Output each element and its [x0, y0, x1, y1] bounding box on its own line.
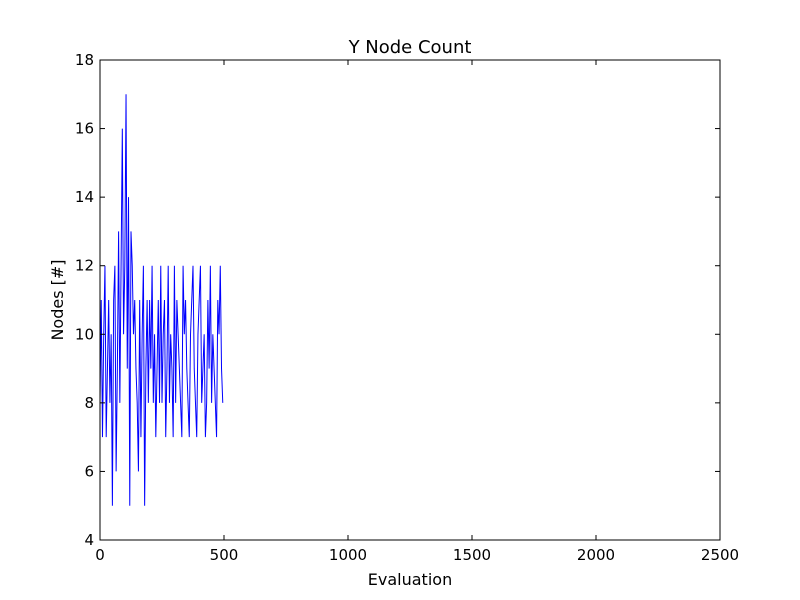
y-tick-label: 18	[75, 51, 94, 69]
y-tick-label: 6	[84, 462, 94, 480]
plot-frame	[99, 59, 721, 541]
chart-title: Y Node Count	[348, 37, 472, 58]
x-axis-label: Evaluation	[368, 570, 452, 589]
x-tick-label: 1000	[329, 546, 367, 564]
x-tick-label: 2500	[701, 546, 739, 564]
y-tick-label: 12	[75, 257, 94, 275]
y-tick-label: 8	[84, 394, 94, 412]
y-tick-label: 16	[75, 120, 94, 138]
x-tick-label: 500	[210, 546, 239, 564]
series-layer	[99, 94, 224, 506]
y-axis: 4 6 8 10 12 14 16 18	[75, 51, 720, 549]
series-line-0	[99, 94, 224, 506]
y-tick-label: 14	[75, 188, 94, 206]
x-axis: 0 500 1000 1500 2000 2500	[95, 60, 739, 564]
y-axis-label: Nodes [#]	[48, 259, 67, 340]
x-tick-label: 0	[95, 546, 105, 564]
x-tick-label: 1500	[453, 546, 491, 564]
plot-area	[100, 60, 720, 540]
x-tick-label: 2000	[577, 546, 615, 564]
y-tick-label: 10	[75, 325, 94, 343]
y-tick-label: 4	[84, 531, 94, 549]
